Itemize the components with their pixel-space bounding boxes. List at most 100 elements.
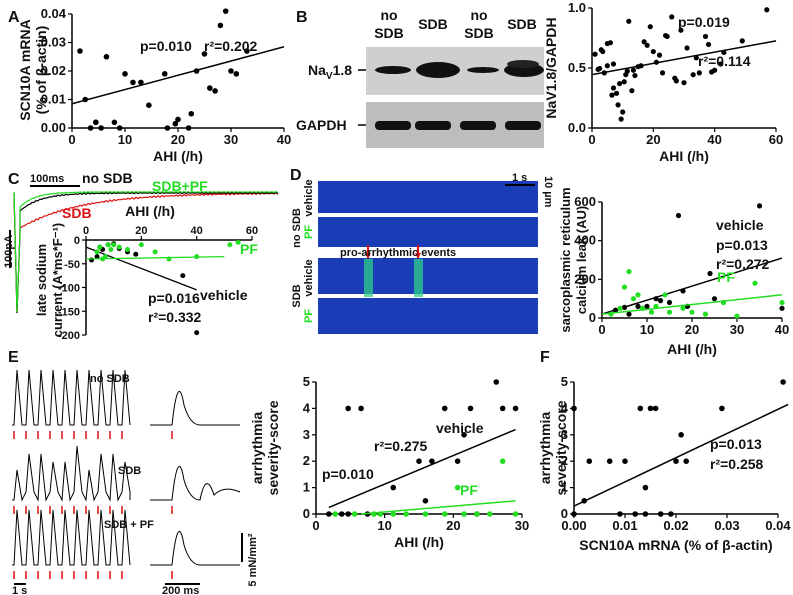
data-point	[222, 8, 229, 14]
data-point	[683, 458, 689, 465]
data-point	[657, 298, 664, 304]
data-point	[351, 511, 358, 517]
data-point	[707, 270, 713, 277]
y-label-line: NaV1.8/GAPDH	[543, 17, 559, 118]
y-tick-label: 0	[589, 310, 596, 325]
trace-no-sdb	[13, 191, 279, 314]
y-tick-label: 0.01	[41, 92, 66, 107]
x-tick-label: 40	[775, 322, 789, 337]
data-point	[188, 110, 195, 117]
label-pf: PF	[460, 482, 478, 498]
legend-no-sdb: no SDB	[82, 170, 133, 186]
data-point	[422, 498, 429, 504]
data-point	[779, 305, 785, 311]
y-tick-label: 400	[574, 233, 596, 248]
data-point	[82, 96, 89, 103]
data-point	[678, 432, 684, 438]
y-tick-label: 0.5	[568, 60, 586, 75]
fit-line-PF	[85, 255, 225, 260]
scale-space-label: 10 µm	[542, 176, 554, 208]
data-point	[512, 511, 519, 517]
data-point	[653, 59, 660, 65]
trace-single-sdb-pf	[150, 531, 240, 566]
x-tick-label: 20	[446, 518, 460, 533]
x-tick-label: 0.03	[714, 518, 739, 533]
data-point	[656, 52, 663, 58]
data-point	[581, 498, 587, 504]
x-tick-label: 20	[646, 132, 660, 147]
lane-label: no	[470, 7, 487, 23]
x-axis-label: AHI (/h)	[667, 341, 717, 357]
data-point	[635, 303, 641, 309]
y-label-line: arrhythmia	[537, 412, 553, 485]
chart-F: 0.00 0.01 0.02 0.03 0.04 0 1 2 3 4 5 SCN10A mRNA (%…	[561, 374, 792, 553]
data-point	[702, 311, 709, 317]
fit-line-PF	[601, 294, 783, 315]
data-point	[642, 511, 649, 517]
data-point	[201, 51, 208, 57]
western-blot	[366, 47, 544, 148]
y-axis-label: arrhythmiaseverity-score	[537, 400, 569, 495]
panel-letter-d: D	[290, 167, 302, 184]
x-tick-label: 40	[707, 132, 721, 147]
data-point	[653, 296, 659, 302]
data-point	[441, 511, 448, 517]
data-point	[647, 24, 653, 30]
y-tick-label: 1	[303, 480, 310, 495]
linescan-lane	[318, 258, 538, 298]
data-point	[244, 48, 250, 54]
lane-label: SDB	[374, 25, 404, 41]
data-point	[632, 72, 638, 79]
data-point	[166, 256, 172, 262]
band-nav	[416, 62, 460, 78]
data-point	[621, 284, 628, 290]
data-point	[680, 288, 686, 294]
trace-no-sdb	[12, 369, 131, 426]
data-point	[681, 80, 687, 86]
data-point	[207, 85, 213, 91]
data-point	[185, 125, 192, 131]
data-point	[180, 273, 186, 279]
fit-line-main	[573, 403, 789, 507]
data-point	[103, 53, 110, 60]
data-point	[680, 305, 686, 311]
y-axis-label: late sodiumcurrent (A*ms*F⁻¹)	[34, 223, 65, 338]
scale-time-label: 1 s	[512, 172, 527, 184]
annotation-p: p=0.013	[710, 436, 762, 452]
x-tick-label: 30	[224, 132, 238, 147]
data-point	[639, 305, 646, 311]
data-point	[756, 203, 763, 209]
chart-E: 0 10 20 30 0 1 2 3 4 5 AHI (/h)	[303, 374, 529, 550]
data-point	[600, 48, 606, 55]
linescan-lane	[318, 181, 538, 213]
annotation-p: p=0.016	[148, 290, 200, 306]
data-point	[610, 85, 617, 91]
data-point	[94, 254, 100, 260]
data-point	[194, 330, 200, 336]
label-vehicle: vehicle	[303, 179, 315, 216]
scale-time-2-label: 200 ms	[162, 585, 199, 595]
x-tick-label: 40	[191, 225, 203, 237]
data-point	[705, 41, 712, 48]
legend-sdb: SDB	[62, 205, 92, 221]
fit-line-vehicle	[85, 246, 197, 291]
data-point	[130, 79, 136, 86]
data-point	[416, 458, 422, 465]
fit-line-PF	[360, 500, 516, 515]
data-point	[610, 61, 617, 67]
data-point	[764, 7, 770, 13]
data-point	[641, 39, 647, 45]
data-point	[597, 65, 603, 72]
label-pf: PF	[303, 309, 315, 323]
data-point	[454, 484, 461, 491]
data-point	[604, 63, 610, 69]
y-tick-label: 0	[561, 506, 568, 521]
annotation-p: p=0.013	[716, 237, 768, 253]
band-nav	[375, 66, 411, 74]
data-point	[172, 120, 179, 127]
band-gapdh	[505, 121, 541, 130]
y-tick-label: 2	[303, 453, 310, 468]
x-tick-label: 20	[171, 132, 185, 147]
annotation-r2: r²=0.258	[710, 456, 764, 472]
data-point	[93, 119, 99, 126]
